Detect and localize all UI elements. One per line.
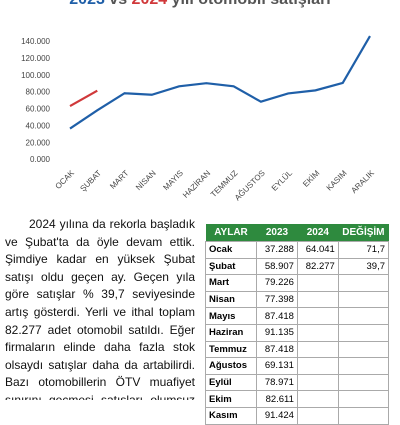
table-cell bbox=[296, 274, 339, 292]
table-cell: Şubat bbox=[204, 257, 258, 276]
header-cell: DEĞİŞİM bbox=[338, 224, 389, 242]
table-cell: Ekim bbox=[204, 390, 258, 408]
table-row: Ekim 82.611 bbox=[204, 390, 390, 408]
series-line bbox=[69, 35, 371, 130]
table-body: Ocak 37.288 64.041 71,7 Şubat 58.907 82.277 39,… bbox=[204, 241, 390, 425]
table-cell bbox=[337, 323, 390, 342]
y-tick-label: 60.000 bbox=[26, 105, 51, 114]
table-row: Mart 79.226 bbox=[204, 274, 390, 292]
table-cell bbox=[337, 274, 390, 292]
x-tick-label: HAZİRAN bbox=[181, 168, 212, 199]
table-cell: 87.418 bbox=[256, 340, 298, 359]
table-cell bbox=[296, 290, 339, 309]
table-cell: 64.041 bbox=[296, 241, 339, 259]
x-tick-label: OCAK bbox=[54, 168, 77, 191]
table-row: Mayıs 87.418 bbox=[204, 307, 390, 325]
article-text: 2024 yılına da rekorla başladık ve Şubat… bbox=[5, 217, 195, 400]
title-part: 2023 bbox=[69, 0, 105, 8]
x-tick-label: EYLÜL bbox=[270, 168, 295, 193]
table-cell bbox=[337, 373, 390, 392]
header-cell: 2023 bbox=[256, 224, 298, 242]
title-part: vs bbox=[105, 0, 132, 8]
y-tick-label: 0.000 bbox=[30, 155, 51, 164]
table-cell: Nisan bbox=[204, 290, 258, 309]
table-row: Kasım 91.424 bbox=[204, 406, 390, 425]
table-row: Ocak 37.288 64.041 71,7 bbox=[204, 241, 390, 259]
table-row: Eylül 78.971 bbox=[204, 373, 390, 392]
table-cell: 37.288 bbox=[256, 241, 298, 259]
y-tick-label: 140.000 bbox=[21, 37, 50, 46]
table-row: Ağustos 69.131 bbox=[204, 357, 390, 375]
table-cell: 82.277 bbox=[296, 257, 339, 276]
x-tick-label: ARALIK bbox=[349, 168, 376, 195]
table-cell: 78.971 bbox=[256, 373, 298, 392]
table-cell: 91.424 bbox=[256, 406, 298, 425]
table-cell: 39,7 bbox=[337, 257, 390, 276]
table-cell bbox=[337, 290, 390, 309]
chart: 2023 vs 2024 yılı otomobil satışları 0.0… bbox=[21, 0, 376, 202]
x-tick-label: ŞUBAT bbox=[78, 168, 103, 193]
x-tick-label: NİSAN bbox=[134, 168, 158, 192]
table-cell bbox=[337, 357, 390, 375]
table-cell: 82.611 bbox=[256, 390, 298, 408]
table-cell: Ağustos bbox=[204, 357, 258, 375]
series-line bbox=[69, 89, 98, 107]
chart-title: 2023 vs 2024 yılı otomobil satışları bbox=[69, 0, 330, 8]
table-cell bbox=[337, 406, 390, 425]
x-tick-label: MART bbox=[108, 168, 130, 190]
y-tick-label: 20.000 bbox=[26, 138, 51, 147]
table-cell: Temmuz bbox=[204, 340, 258, 359]
header-cell: AYLAR bbox=[205, 224, 257, 242]
table-cell: 58.907 bbox=[256, 257, 298, 276]
table-cell bbox=[296, 340, 339, 359]
x-tick-label: MAYIS bbox=[161, 169, 185, 193]
table-cell: Eylül bbox=[204, 373, 258, 392]
table-row: Temmuz 87.418 bbox=[204, 340, 390, 359]
table-cell bbox=[296, 390, 339, 408]
table-cell: 69.131 bbox=[256, 357, 298, 375]
table-row: Haziran 91.135 bbox=[204, 323, 390, 342]
table-cell bbox=[296, 406, 339, 425]
table-cell bbox=[296, 307, 339, 325]
table-cell bbox=[337, 390, 390, 408]
title-part: 2024 bbox=[132, 0, 168, 8]
table-cell: Haziran bbox=[204, 323, 258, 342]
table-cell bbox=[337, 307, 390, 325]
table-cell: 79.226 bbox=[256, 274, 298, 292]
table-cell: 91.135 bbox=[256, 323, 298, 342]
page: 2023 vs 2024 yılı otomobil satışları 0.0… bbox=[5, 0, 390, 425]
title-part: yılı otomobil satışları bbox=[167, 0, 331, 8]
table-cell bbox=[296, 323, 339, 342]
y-tick-label: 80.000 bbox=[26, 88, 51, 97]
table-cell: Mayıs bbox=[204, 307, 258, 325]
table-cell bbox=[296, 357, 339, 375]
table-cell: 87.418 bbox=[256, 307, 298, 325]
table-cell bbox=[296, 373, 339, 392]
table-row: Nisan 77.398 bbox=[204, 290, 390, 309]
table-cell: Mart bbox=[204, 274, 258, 292]
y-tick-label: 120.000 bbox=[21, 54, 50, 63]
table-row: Şubat 58.907 82.277 39,7 bbox=[204, 257, 390, 276]
y-tick-label: 100.000 bbox=[21, 71, 50, 80]
header-cell: 2024 bbox=[297, 224, 339, 242]
table-cell: Kasım bbox=[204, 406, 258, 425]
table-cell: 71,7 bbox=[337, 241, 390, 259]
table-cell: 77.398 bbox=[256, 290, 298, 309]
y-tick-label: 40.000 bbox=[26, 121, 51, 130]
sales-table: AYLAR 2023 2024 DEĞİŞİM Ocak 37.288 64.041 71,7… bbox=[204, 224, 390, 425]
x-tick-label: EKİM bbox=[301, 168, 321, 188]
table-cell: Ocak bbox=[204, 241, 258, 259]
table-header: AYLAR 2023 2024 DEĞİŞİM bbox=[205, 224, 389, 242]
x-tick-label: KASIM bbox=[325, 168, 349, 192]
table-cell bbox=[337, 340, 390, 359]
